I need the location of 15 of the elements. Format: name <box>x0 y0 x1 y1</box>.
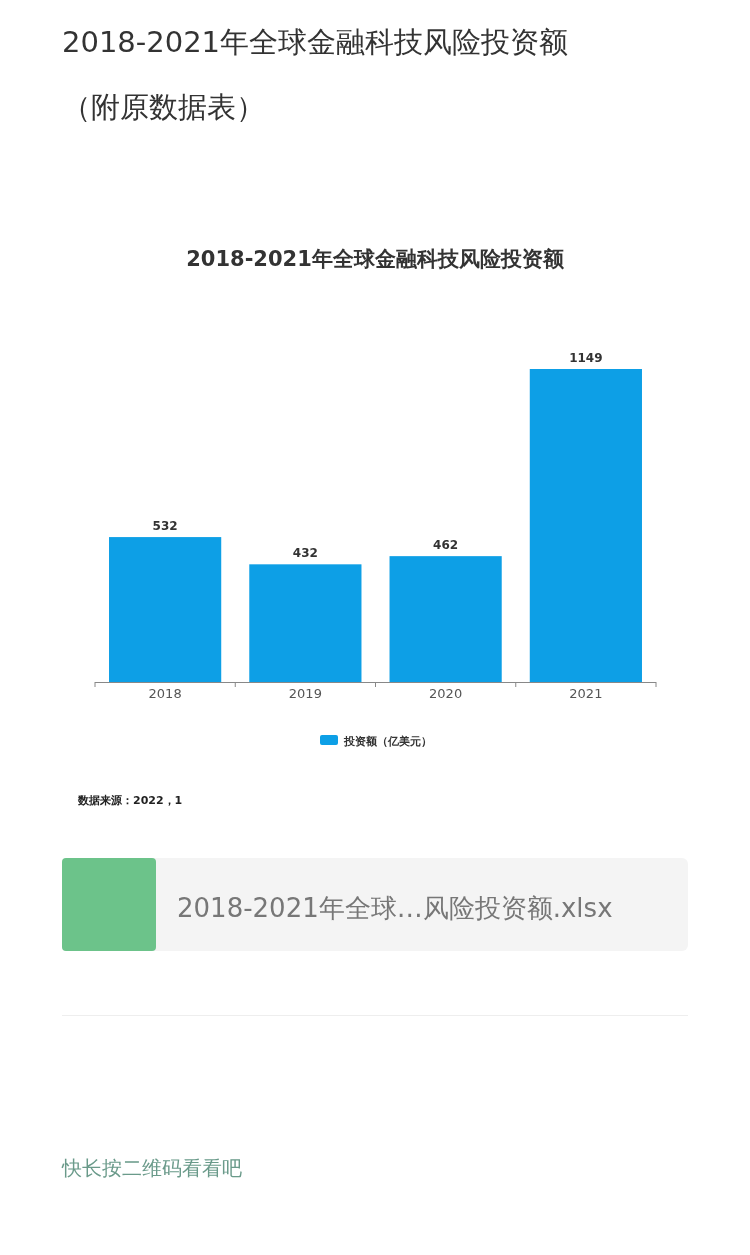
data-label: 1149 <box>569 351 603 365</box>
text: 快长按二维码看看吧 <box>61 1156 242 1180</box>
chart-title: 2018-2021年全球金融科技风险投资额 <box>186 247 565 271</box>
source-note: 数据来源：2022，1 <box>77 794 183 807</box>
legend: 投资额（亿美元） <box>320 735 432 748</box>
data-label: 462 <box>433 538 459 553</box>
text: 2018-2021年全球…风险投资额.xlsx <box>177 893 613 923</box>
data-label: 432 <box>292 546 318 561</box>
x-tick-label: 2020 <box>429 686 463 701</box>
data-label: 532 <box>152 519 178 534</box>
legend-label: 投资额（亿美元） <box>343 735 432 748</box>
x-tick-label: 2021 <box>569 686 603 701</box>
heading: 2018-2021年全球金融科技风险投资额（附原数据表） <box>62 25 569 124</box>
x-tick-label: 2018 <box>148 686 182 701</box>
x-tick-label: 2019 <box>288 686 322 701</box>
